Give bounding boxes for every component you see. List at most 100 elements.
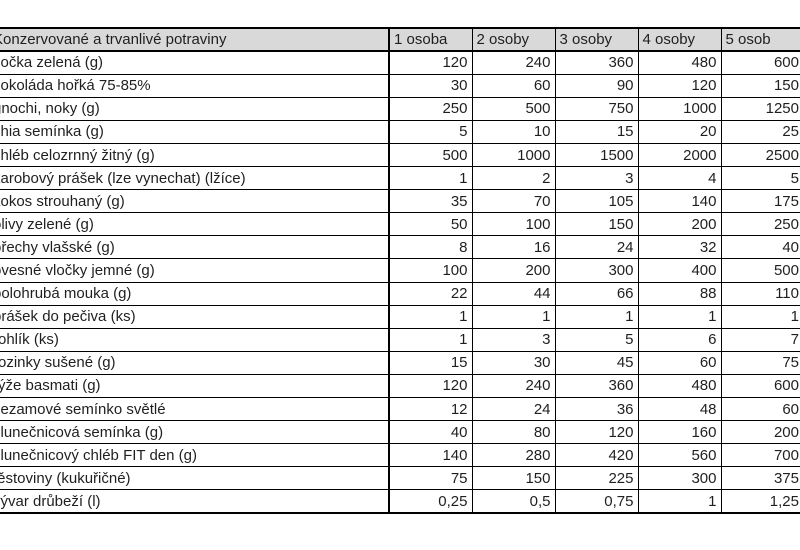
quantity-cell: 700 <box>720 443 800 468</box>
quantity-cell: 5 <box>388 119 473 144</box>
quantity-cell: 750 <box>554 96 639 121</box>
quantity-cell: 10 <box>471 119 556 144</box>
quantity-cell: 100 <box>471 212 556 237</box>
quantity-cell: 1 <box>554 304 639 329</box>
quantity-cell: 375 <box>720 466 800 491</box>
food-item-name: chia semínka (g) <box>0 119 390 144</box>
food-table: Konzervované a trvanlivé potraviny 1 oso… <box>0 27 800 514</box>
quantity-cell: 110 <box>720 281 800 306</box>
table-row: čočka zelená (g) 120 240 360 480 600 <box>0 50 800 75</box>
food-item-name: slunečnicový chléb FIT den (g) <box>0 443 390 468</box>
quantity-cell: 225 <box>554 466 639 491</box>
quantity-cell: 120 <box>388 50 473 75</box>
quantity-cell: 35 <box>388 189 473 214</box>
quantity-cell: 24 <box>554 235 639 260</box>
table-row: polohrubá mouka (g) 22 44 66 88 110 <box>0 281 800 306</box>
quantity-cell: 100 <box>388 258 473 283</box>
quantity-cell: 88 <box>637 281 722 306</box>
quantity-cell: 500 <box>720 258 800 283</box>
quantity-cell: 75 <box>388 466 473 491</box>
quantity-cell: 420 <box>554 443 639 468</box>
quantity-cell: 75 <box>720 350 800 375</box>
quantity-cell: 105 <box>554 189 639 214</box>
quantity-cell: 1 <box>388 166 473 191</box>
quantity-cell: 90 <box>554 73 639 98</box>
food-item-name: těstoviny (kukuřičné) <box>0 466 390 491</box>
quantity-cell: 1000 <box>471 142 556 168</box>
quantity-cell: 480 <box>637 373 722 399</box>
quantity-cell: 600 <box>720 50 800 75</box>
quantity-cell: 300 <box>637 466 722 491</box>
quantity-cell: 140 <box>388 443 473 468</box>
quantity-cell: 70 <box>471 189 556 214</box>
quantity-cell: 50 <box>388 212 473 237</box>
quantity-cell: 160 <box>637 420 722 445</box>
table-body: čočka zelená (g) 120 240 360 480 600 čokoláda … <box>0 50 800 514</box>
food-item-name: prášek do pečiva (ks) <box>0 304 390 329</box>
quantity-cell: 0,75 <box>554 489 639 514</box>
quantity-cell: 2 <box>471 166 556 191</box>
food-item-name: slunečnicová semínka (g) <box>0 420 390 445</box>
column-header-category: Konzervované a trvanlivé potraviny <box>0 27 390 53</box>
quantity-cell: 45 <box>554 350 639 375</box>
quantity-cell: 4 <box>637 166 722 191</box>
quantity-cell: 60 <box>637 350 722 375</box>
quantity-cell: 200 <box>637 212 722 237</box>
table-row: prášek do pečiva (ks) 1 1 1 1 1 <box>0 304 800 329</box>
quantity-cell: 3 <box>471 327 556 352</box>
quantity-cell: 140 <box>637 189 722 214</box>
quantity-cell: 20 <box>637 119 722 144</box>
food-item-name: vývar drůbeží (l) <box>0 489 390 514</box>
quantity-cell: 1000 <box>637 96 722 121</box>
table-row: gnochi, noky (g) 250 500 750 1000 1250 <box>0 96 800 121</box>
quantity-cell: 150 <box>720 73 800 98</box>
quantity-cell: 48 <box>637 396 722 422</box>
quantity-cell: 500 <box>388 142 473 168</box>
quantity-cell: 60 <box>471 73 556 98</box>
quantity-cell: 66 <box>554 281 639 306</box>
table-row: čokoláda hořká 75-85% 30 60 90 120 150 <box>0 73 800 98</box>
food-item-name: kokos strouhaný (g) <box>0 189 390 214</box>
food-item-name: gnochi, noky (g) <box>0 96 390 121</box>
table-row: chia semínka (g) 5 10 15 20 25 <box>0 119 800 144</box>
food-item-name: rohlík (ks) <box>0 327 390 352</box>
quantity-cell: 80 <box>471 420 556 445</box>
quantity-cell: 1250 <box>720 96 800 121</box>
quantity-cell: 500 <box>471 96 556 121</box>
quantity-cell: 15 <box>388 350 473 375</box>
quantity-cell: 1,25 <box>720 489 800 514</box>
quantity-cell: 360 <box>554 373 639 399</box>
quantity-cell: 0,25 <box>388 489 473 514</box>
column-header-5-osob: 5 osob <box>720 27 800 53</box>
table-row: těstoviny (kukuřičné) 75 150 225 300 375 <box>0 466 800 491</box>
quantity-cell: 1500 <box>554 142 639 168</box>
table-header-row: Konzervované a trvanlivé potraviny 1 oso… <box>0 27 800 53</box>
quantity-cell: 200 <box>471 258 556 283</box>
food-item-name: karobový prášek (lze vynechat) (lžíce) <box>0 166 390 191</box>
table-row: sezamové semínko světlé 12 24 36 48 60 <box>0 396 800 422</box>
column-header-4-osoby: 4 osoby <box>637 27 722 53</box>
table-row: ovesné vločky jemné (g) 100 200 300 400 500 <box>0 258 800 283</box>
table-row: kokos strouhaný (g) 35 70 105 140 175 <box>0 189 800 214</box>
quantity-cell: 40 <box>720 235 800 260</box>
table-row: slunečnicová semínka (g) 40 80 120 160 200 <box>0 420 800 445</box>
column-header-2-osoby: 2 osoby <box>471 27 556 53</box>
table-row: slunečnicový chléb FIT den (g) 140 280 420 5… <box>0 443 800 468</box>
quantity-cell: 1 <box>388 304 473 329</box>
food-item-name: sezamové semínko světlé <box>0 396 390 422</box>
food-item-name: čokoláda hořká 75-85% <box>0 73 390 98</box>
quantity-cell: 1 <box>637 489 722 514</box>
quantity-cell: 25 <box>720 119 800 144</box>
quantity-cell: 24 <box>471 396 556 422</box>
quantity-cell: 120 <box>388 373 473 399</box>
quantity-cell: 7 <box>720 327 800 352</box>
quantity-cell: 40 <box>388 420 473 445</box>
quantity-cell: 22 <box>388 281 473 306</box>
food-item-name: rozinky sušené (g) <box>0 350 390 375</box>
quantity-cell: 150 <box>471 466 556 491</box>
quantity-cell: 200 <box>720 420 800 445</box>
quantity-cell: 2000 <box>637 142 722 168</box>
food-item-name: rýže basmati (g) <box>0 373 390 399</box>
quantity-cell: 600 <box>720 373 800 399</box>
